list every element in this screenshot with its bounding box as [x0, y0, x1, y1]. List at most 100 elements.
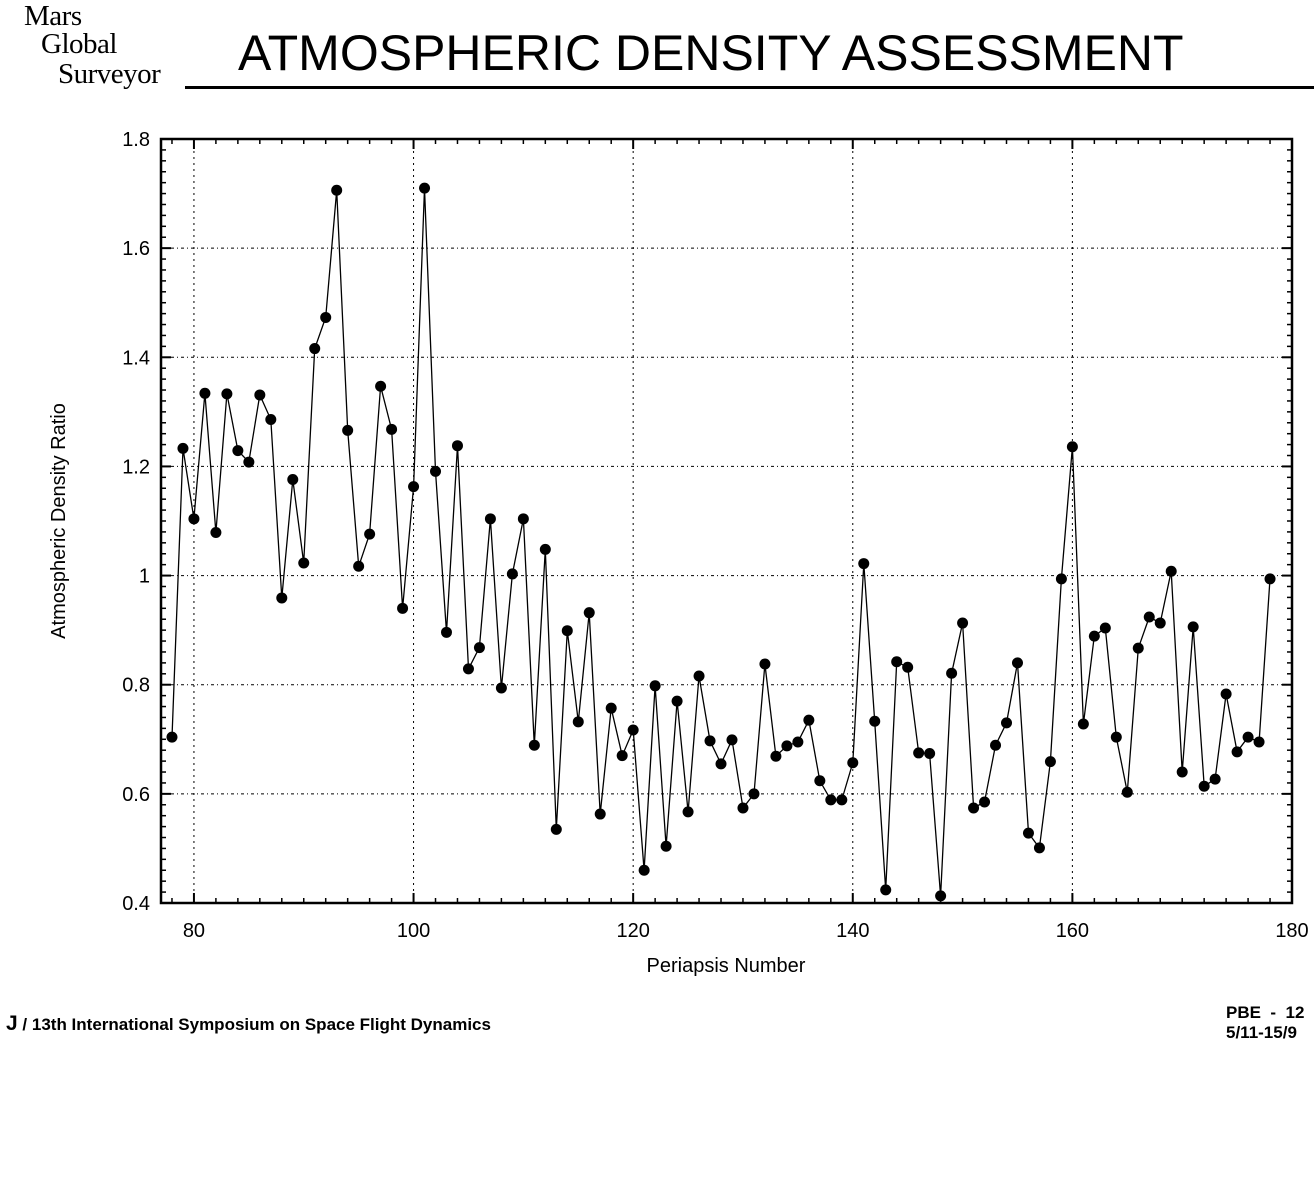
x-axis-label: Periapsis Number	[647, 955, 806, 977]
data-point	[1154, 617, 1166, 629]
logo-line-global: Global	[41, 28, 117, 60]
data-points	[166, 182, 1276, 902]
data-point	[726, 734, 738, 746]
data-point	[1033, 842, 1045, 854]
data-point	[1066, 441, 1078, 453]
data-point	[638, 864, 650, 876]
y-tick-label: 0.8	[122, 675, 150, 697]
data-point	[1242, 731, 1254, 743]
footer-mark: J	[6, 1012, 18, 1035]
data-point	[737, 802, 749, 814]
data-point	[770, 750, 782, 762]
data-point	[759, 658, 771, 670]
data-point	[276, 592, 288, 604]
data-point	[473, 642, 485, 654]
footer-page-number: PBE - 12	[1226, 1003, 1305, 1022]
data-point	[320, 311, 332, 323]
x-tick-label: 80	[183, 920, 205, 942]
x-tick-label: 160	[1056, 920, 1089, 942]
data-point	[166, 731, 178, 743]
data-point	[484, 513, 496, 525]
data-point	[1198, 780, 1210, 792]
data-point	[254, 389, 266, 401]
data-point	[1143, 611, 1155, 623]
data-point	[869, 715, 881, 727]
data-point	[1176, 766, 1188, 778]
data-point	[419, 182, 431, 194]
data-point	[1055, 573, 1067, 585]
footer-conference: J / 13th International Symposium on Spac…	[6, 1012, 491, 1036]
data-point	[561, 625, 573, 637]
data-point	[528, 739, 540, 751]
data-point	[924, 747, 936, 759]
title-underline	[185, 86, 1314, 89]
data-point	[364, 528, 376, 540]
data-point	[331, 184, 343, 196]
logo-line-mars: Mars	[24, 0, 82, 32]
logo-line-surveyor: Surveyor	[58, 58, 161, 90]
data-point	[693, 670, 705, 682]
data-point	[451, 440, 463, 452]
data-point	[1231, 746, 1243, 758]
data-point	[594, 808, 606, 820]
data-point	[550, 823, 562, 835]
grid-lines	[161, 139, 1292, 903]
data-point	[968, 802, 980, 814]
data-point	[781, 740, 793, 752]
data-point	[1011, 657, 1023, 669]
data-point	[1253, 736, 1265, 748]
x-tick-label: 140	[836, 920, 869, 942]
data-point	[935, 890, 947, 902]
density-chart: 80 100 120 140 160 1800.40.60.811.21.41.61.8 …	[48, 129, 1309, 977]
data-point	[462, 663, 474, 675]
data-point	[243, 456, 255, 468]
tick-labels: 80 100 120 140 160 180 0.4 0.6 0.8 1 1.2 1.4 1.6 1.8	[122, 129, 1309, 942]
x-tick-label: 100	[397, 920, 430, 942]
data-point	[1088, 630, 1100, 642]
y-tick-label: 1	[139, 566, 150, 588]
data-point	[1077, 718, 1089, 730]
data-point	[902, 661, 914, 673]
data-point	[847, 757, 859, 769]
data-point	[232, 445, 244, 457]
data-point	[1165, 565, 1177, 577]
data-point	[1264, 573, 1276, 585]
data-point	[408, 481, 420, 493]
data-point	[309, 343, 321, 355]
data-point	[1187, 621, 1199, 633]
data-point	[682, 806, 694, 818]
footer-conference-text: / 13th International Symposium on Space …	[22, 1015, 491, 1034]
data-point	[430, 465, 442, 477]
data-point	[660, 840, 672, 852]
data-point	[605, 702, 617, 714]
data-point	[539, 543, 551, 555]
y-tick-label: 1.2	[122, 456, 150, 478]
y-tick-label: 0.6	[122, 784, 150, 806]
y-tick-label: 0.4	[122, 893, 150, 915]
y-tick-label: 1.8	[122, 129, 150, 151]
data-point	[715, 758, 727, 770]
data-point	[440, 626, 452, 638]
data-point	[265, 413, 277, 425]
data-point	[386, 423, 398, 435]
data-point	[287, 474, 299, 486]
data-point	[572, 716, 584, 728]
data-point	[891, 656, 903, 668]
data-point	[836, 794, 848, 806]
data-point	[353, 560, 365, 572]
data-point	[814, 775, 826, 787]
data-point	[803, 714, 815, 726]
data-point	[177, 442, 189, 454]
plot-frame	[159, 137, 1294, 905]
data-point	[825, 794, 837, 806]
data-point	[979, 796, 991, 808]
data-point	[957, 617, 969, 629]
data-point	[1044, 756, 1056, 768]
data-point	[913, 747, 925, 759]
data-point	[946, 667, 958, 679]
data-point	[649, 680, 661, 692]
data-point	[210, 526, 222, 538]
data-point	[1121, 786, 1133, 798]
data-point	[792, 736, 804, 748]
data-point	[671, 695, 683, 707]
